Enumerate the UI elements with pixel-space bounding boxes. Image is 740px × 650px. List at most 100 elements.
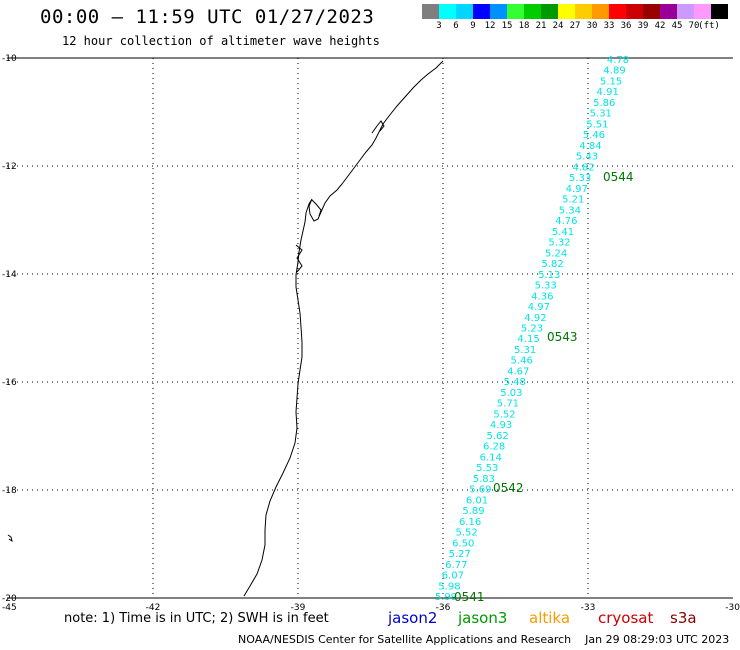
swh-value: 5.83 (473, 474, 495, 485)
swh-value: 5.31 (514, 345, 536, 356)
swh-value: 5.82 (542, 259, 564, 270)
legend-swatch (643, 4, 660, 19)
swh-value: 5.52 (456, 528, 478, 539)
lat-label: -16 (2, 378, 17, 388)
legend-swatch (626, 4, 643, 19)
swh-value: 4.78 (607, 55, 629, 66)
swh-value: 5.33 (535, 281, 557, 292)
legend-swatch (507, 4, 524, 19)
legend-label: 39 (637, 21, 649, 31)
legend-label: 24 (552, 21, 564, 31)
swh-value: 4.84 (579, 141, 601, 152)
lat-label: -20 (2, 594, 17, 604)
swh-value: 5.24 (545, 248, 567, 259)
swh-value: 4.15 (517, 334, 539, 345)
track-time-label: 0543 (547, 330, 578, 344)
swh-value: 6.50 (452, 538, 474, 549)
satellite-label: altika (529, 609, 571, 627)
swh-value: 6.07 (442, 571, 464, 582)
legend-swatch (609, 4, 626, 19)
swh-value: 5.98 (438, 581, 460, 592)
swh-value: 5.33 (569, 173, 591, 184)
legend-swatch (711, 4, 728, 19)
track-time-label: 0541 (454, 590, 485, 604)
swh-value: 5.51 (586, 119, 608, 130)
swh-value: 4.89 (603, 66, 625, 77)
legend-label: 18 (518, 21, 530, 31)
swh-value: 5.31 (590, 109, 612, 120)
legend-swatch (473, 4, 490, 19)
legend-swatch (677, 4, 694, 19)
lat-label: -10 (2, 54, 17, 64)
lon-label: -45 (2, 603, 17, 613)
lat-label: -14 (2, 270, 17, 280)
swh-value: 4.97 (528, 302, 550, 313)
satellite-label: cryosat (598, 609, 654, 627)
swh-value: 5.46 (511, 356, 533, 367)
swh-value: 5.41 (552, 227, 574, 238)
swh-value: 5.46 (583, 130, 605, 141)
legend-label: 30 (586, 21, 598, 31)
legend-swatch (524, 4, 541, 19)
satellite-label: jason2 (388, 609, 438, 627)
swh-value: 5.15 (600, 76, 622, 87)
swh-value: 4.91 (597, 87, 619, 98)
legend-label: 45 (671, 21, 683, 31)
legend-swatch (439, 4, 456, 19)
lon-label: -33 (581, 603, 596, 613)
swh-value: 4.67 (507, 366, 529, 377)
swh-value: 6.14 (480, 452, 502, 463)
swh-value: 5.69 (469, 485, 491, 496)
satellite-label: jason3 (458, 609, 508, 627)
chart-title: 00:00 – 11:59 UTC 01/27/2023 (40, 6, 375, 28)
coastline (243, 60, 444, 597)
legend-label: 9 (470, 21, 476, 31)
track-time-label: 0544 (603, 170, 634, 184)
swh-value: 5.62 (486, 431, 508, 442)
satellite-label: s3a (670, 609, 697, 627)
lon-label: -30 (725, 603, 740, 613)
swh-value: 4.36 (531, 291, 553, 302)
legend-swatch (575, 4, 592, 19)
chart-subtitle: 12 hour collection of altimeter wave hei… (62, 34, 380, 48)
swh-value: 6.16 (459, 517, 481, 528)
lon-label: -36 (436, 603, 451, 613)
legend-swatch (558, 4, 575, 19)
legend-swatch (456, 4, 473, 19)
legend-label: 42 (654, 21, 666, 31)
swh-value: 5.34 (559, 205, 581, 216)
lon-label: -42 (146, 603, 161, 613)
swh-value: 5.03 (500, 388, 522, 399)
coastline-detail (311, 199, 322, 217)
swh-value: 5.27 (449, 549, 471, 560)
swh-value: 5.53 (476, 463, 498, 474)
legend-swatch (541, 4, 558, 19)
legend-swatch (490, 4, 507, 19)
legend-label: 70 (688, 21, 700, 31)
swh-value: 6.77 (445, 560, 467, 571)
lon-label: -39 (291, 603, 306, 613)
legend-label: 33 (603, 21, 615, 31)
lat-label: -12 (2, 162, 17, 172)
swh-value: 5.52 (493, 409, 515, 420)
swh-value: 5.89 (462, 506, 484, 517)
swh-value: 5.13 (538, 270, 560, 281)
swh-value: 6.01 (466, 495, 488, 506)
track-time-label: 0542 (493, 481, 524, 495)
swh-value: 6.28 (483, 442, 505, 453)
swh-value: 4.76 (555, 216, 577, 227)
swh-value: 4.93 (490, 420, 512, 431)
coastline-detail (295, 244, 303, 273)
legend-label: 27 (569, 21, 581, 31)
color-legend-bar (422, 4, 728, 19)
swh-value: 5.71 (497, 399, 519, 410)
swh-value: 5.86 (593, 98, 615, 109)
swh-value: 5.43 (576, 152, 598, 163)
footer-credit: NOAA/NESDIS Center for Satellite Applica… (238, 633, 730, 646)
swh-value: 5.48 (504, 377, 526, 388)
legend-label: 12 (484, 21, 496, 31)
legend-label: 3 (436, 21, 442, 31)
note-text: note: 1) Time is in UTC; 2) SWH is in fe… (64, 611, 329, 626)
swh-value: 5.23 (521, 324, 543, 335)
